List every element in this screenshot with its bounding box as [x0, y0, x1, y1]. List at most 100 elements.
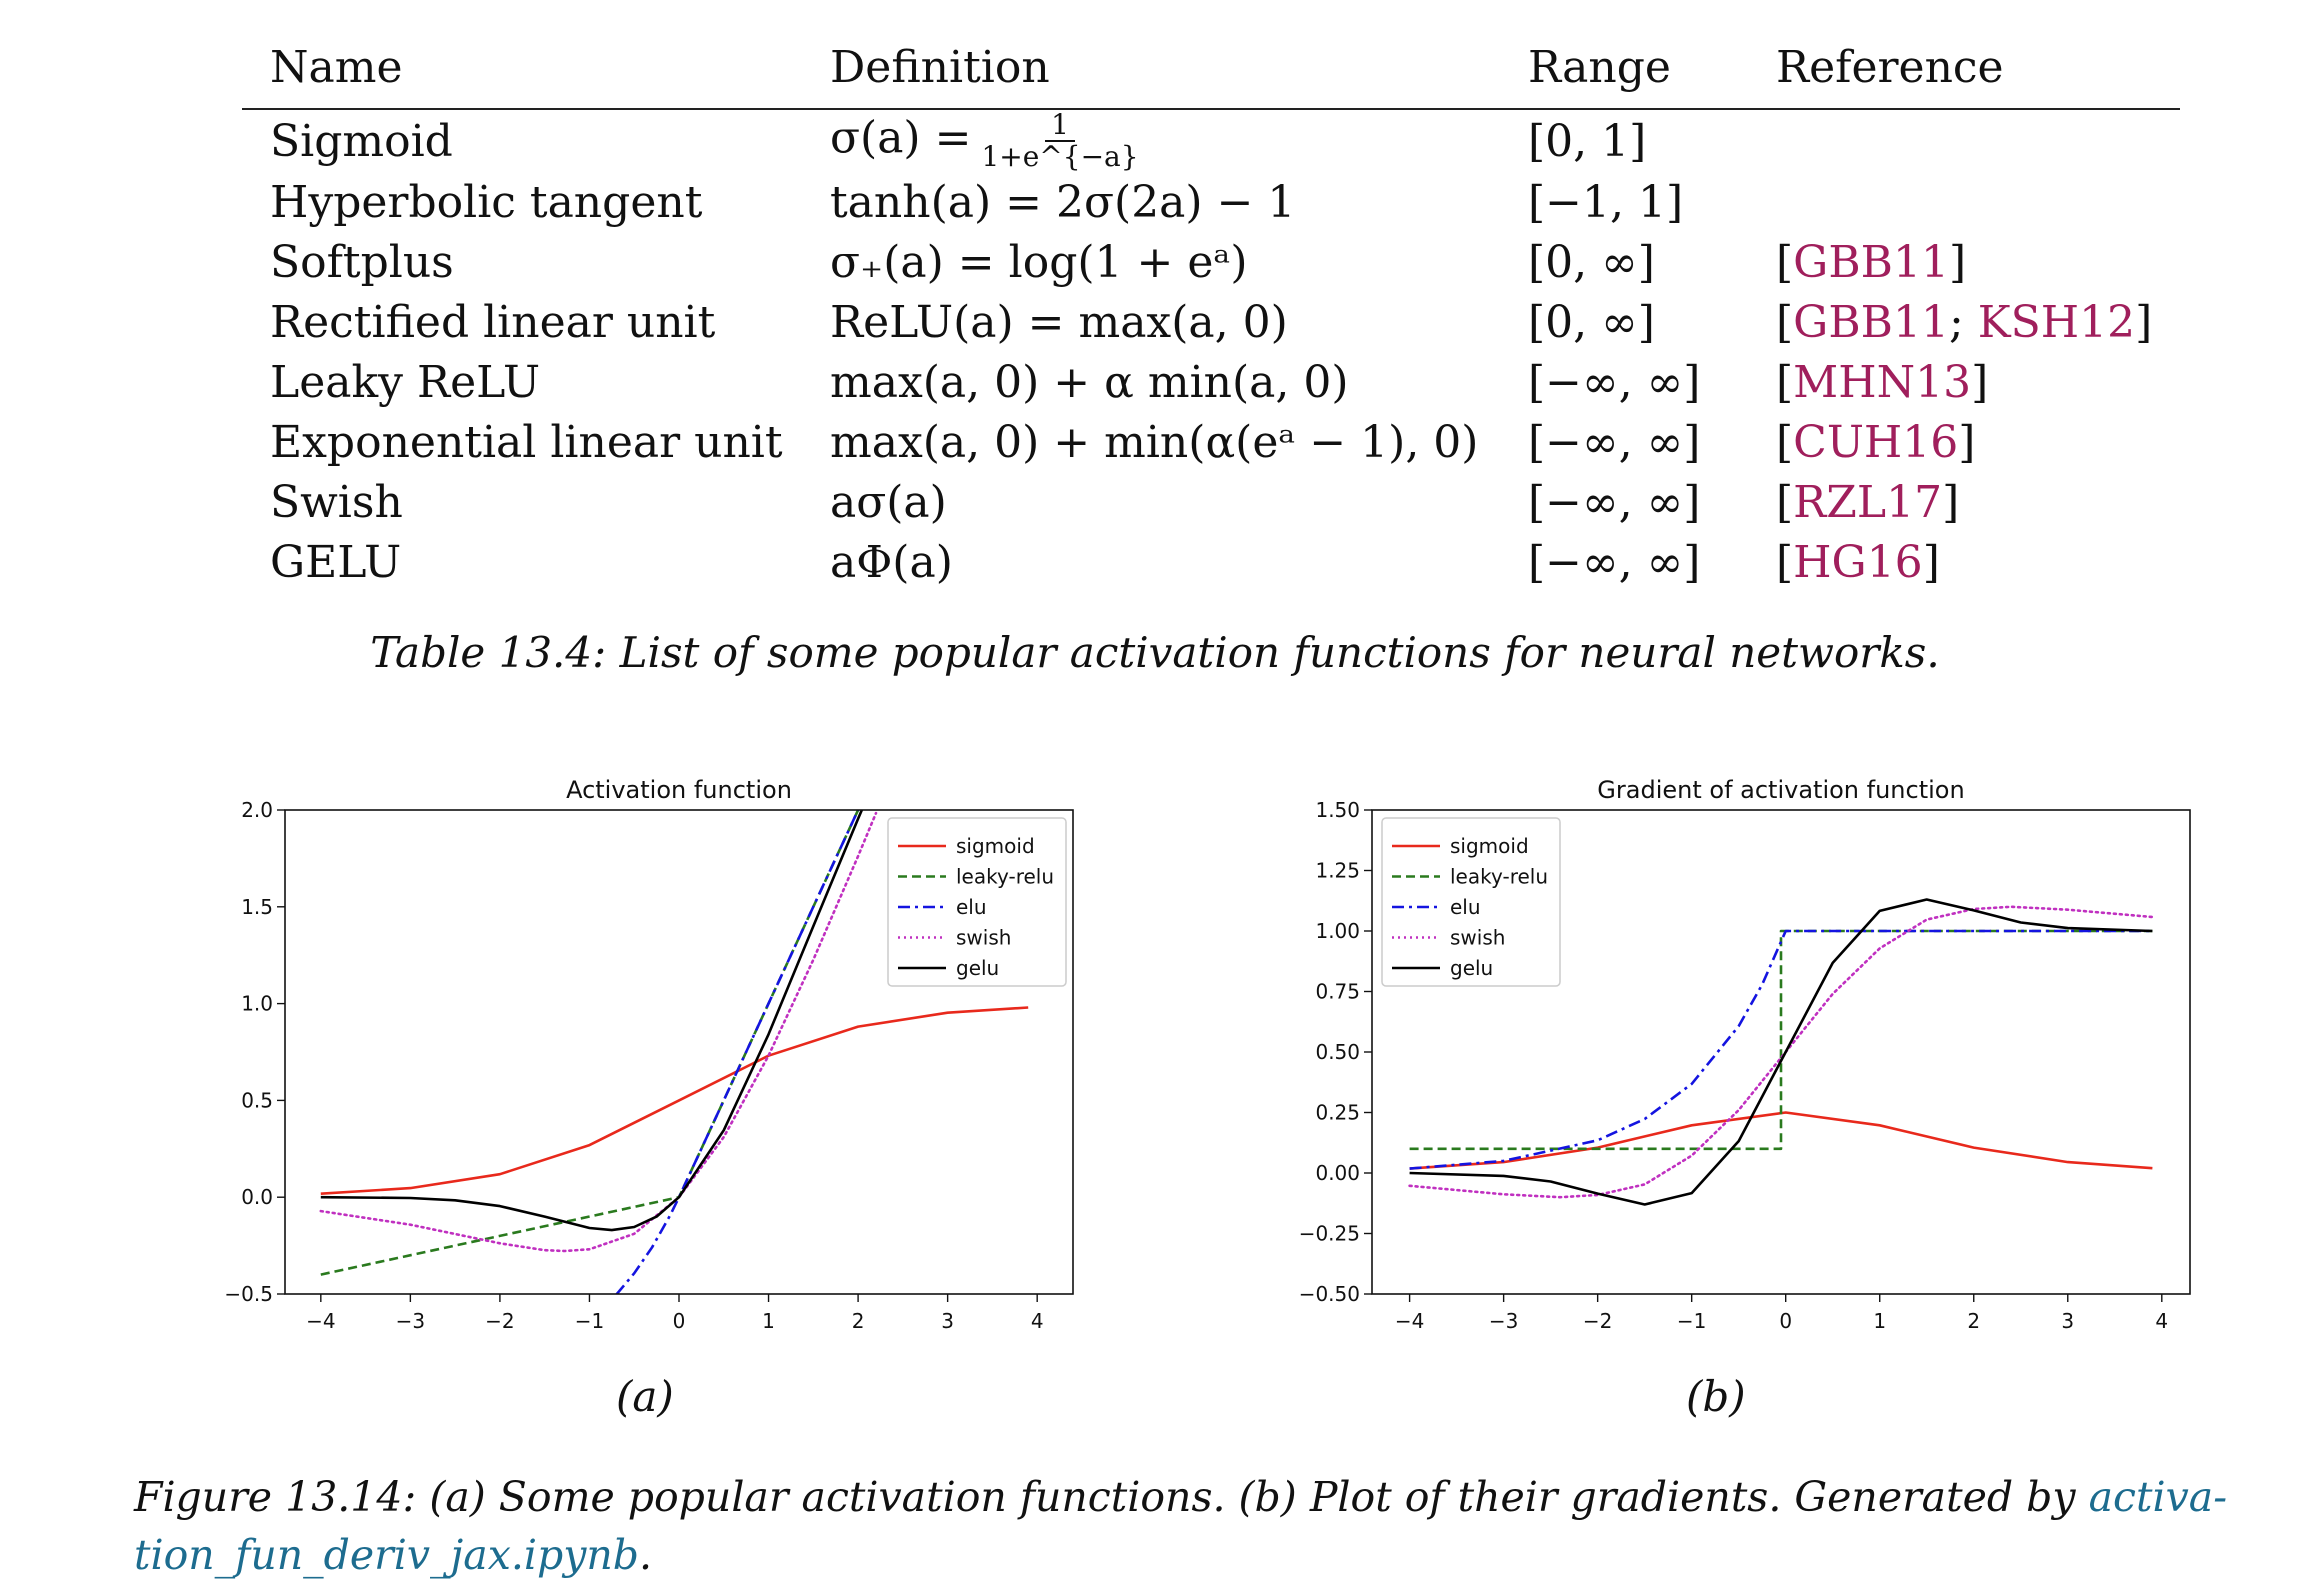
series-line-gelu [320, 810, 864, 1232]
row-reference [1776, 109, 2180, 172]
fraction: 1 1+e^{−a} [981, 110, 1138, 172]
y-tick-label: −0.25 [1299, 1222, 1360, 1246]
bracket: ] [2135, 296, 2153, 348]
bracket: ] [1942, 476, 1960, 528]
table-caption: Table 13.4: List of some popular activat… [370, 628, 1940, 677]
legend-label: gelu [956, 956, 999, 980]
row-definition: ReLU(a) = max(a, 0) [830, 292, 1528, 352]
x-tick-label: 1 [1873, 1309, 1886, 1333]
bracket: [ [1776, 236, 1794, 288]
legend-label: sigmoid [1450, 834, 1529, 858]
bracket: ] [1971, 356, 1989, 408]
row-definition: max(a, 0) + α min(a, 0) [830, 352, 1528, 412]
y-tick-label: 0.00 [1315, 1161, 1360, 1185]
legend-box [887, 817, 1067, 987]
x-tick-label: 2 [852, 1309, 865, 1333]
definition-text: tanh(a) = 2σ(2a) − 1 [830, 176, 1296, 228]
y-tick-label: 0.0 [241, 1185, 273, 1209]
x-tick-label: −4 [1395, 1309, 1424, 1333]
row-range: [−∞, ∞] [1528, 536, 1701, 588]
citation-link[interactable]: GBB11 [1793, 236, 1949, 288]
citation-link[interactable]: GBB11 [1793, 296, 1949, 348]
row-definition: aσ(a) [830, 472, 1528, 532]
legend-label: leaky-relu [1450, 865, 1548, 889]
fraction-denominator: 1+e^{−a} [981, 140, 1139, 173]
legend-box [1381, 817, 1561, 987]
ref-separator: ; [1948, 296, 1978, 348]
x-tick-label: −2 [1583, 1309, 1612, 1333]
sublabel-a: (a) [616, 1372, 674, 1421]
x-tick-label: 1 [762, 1309, 775, 1333]
table-row: Swish aσ(a) [−∞, ∞] [RZL17] [242, 472, 2180, 532]
citation-link[interactable]: RZL17 [1793, 476, 1943, 528]
notebook-link-part1[interactable]: activa- [2088, 1473, 2228, 1521]
legend-label: elu [1450, 895, 1481, 919]
definition-text: σ₊(a) = log(1 + eᵃ) [830, 236, 1248, 288]
row-reference: [GBB11] [1776, 232, 2180, 292]
row-name: Hyperbolic tangent [270, 176, 703, 228]
series-line-sigmoid [1409, 1111, 2153, 1170]
y-tick-label: 1.50 [1315, 798, 1360, 822]
y-tick-label: 0.5 [241, 1088, 273, 1112]
table-row: Exponential linear unit max(a, 0) + min(α… [242, 412, 2180, 472]
legend: sigmoid leaky-relu elu swish gelu [887, 817, 1067, 987]
row-name: Swish [270, 476, 403, 528]
header-definition: Definition [830, 41, 1050, 93]
row-definition: tanh(a) = 2σ(2a) − 1 [830, 172, 1528, 232]
legend-label: swish [956, 926, 1011, 950]
series-line-sigmoid [320, 1006, 1029, 1195]
series-line-swish [319, 811, 878, 1253]
table-header-row: Name Definition Range Reference [242, 36, 2180, 109]
citation-link[interactable]: KSH12 [1977, 296, 2136, 348]
row-range: [−∞, ∞] [1528, 356, 1701, 408]
x-tick-label: 3 [941, 1309, 954, 1333]
definition-text: aΦ(a) [830, 536, 953, 588]
figure-caption-text: Figure 13.14: (a) Some popular activatio… [134, 1473, 2089, 1521]
bracket: [ [1776, 416, 1794, 468]
row-reference [1776, 172, 2180, 232]
series-line-leaky-relu [320, 810, 860, 1276]
legend-label: gelu [1450, 956, 1493, 980]
y-tick-label: −0.50 [1299, 1282, 1360, 1306]
y-tick-label: −0.5 [224, 1282, 273, 1306]
row-definition: σ₊(a) = log(1 + eᵃ) [830, 232, 1528, 292]
y-tick-label: 1.0 [241, 992, 273, 1016]
series-line-elu [615, 810, 860, 1294]
citation-link[interactable]: MHN13 [1793, 356, 1972, 408]
bracket: ] [1958, 416, 1976, 468]
legend-label: leaky-relu [956, 865, 1054, 889]
row-reference: [GBB11; KSH12] [1776, 292, 2180, 352]
table-row: Rectified linear unit ReLU(a) = max(a, 0)… [242, 292, 2180, 352]
definition-text: max(a, 0) + min(α(eᵃ − 1), 0) [830, 416, 1479, 468]
chart-gradient: Gradient of activation function −4 −3 −2 −1 0… [1250, 762, 2250, 1346]
row-reference: [HG16] [1776, 532, 2180, 592]
series-line-leaky-relu [1409, 929, 2153, 1151]
fraction-numerator: 1 [1045, 110, 1075, 142]
y-tick-label: 0.75 [1315, 980, 1360, 1004]
y-tick-label: 1.25 [1315, 859, 1360, 883]
x-tick-label: −1 [1677, 1309, 1706, 1333]
row-name: Rectified linear unit [270, 296, 716, 348]
row-range: [−1, 1] [1528, 176, 1684, 228]
table-row: Leaky ReLU max(a, 0) + α min(a, 0) [−∞, ∞]… [242, 352, 2180, 412]
notebook-link-part2[interactable]: tion_fun_deriv_jax.ipynb [134, 1531, 640, 1579]
activation-table: Name Definition Range Reference Sigmoid σ… [242, 36, 2180, 592]
legend-label: sigmoid [956, 834, 1035, 858]
x-tick-label: 0 [673, 1309, 686, 1333]
citation-link[interactable]: CUH16 [1793, 416, 1959, 468]
bracket: [ [1776, 476, 1794, 528]
header-range: Range [1528, 41, 1671, 93]
table-row: GELU aΦ(a) [−∞, ∞] [HG16] [242, 532, 2180, 592]
chart-title: Gradient of activation function [1597, 776, 1964, 804]
x-tick-label: −3 [396, 1309, 425, 1333]
row-reference: [MHN13] [1776, 352, 2180, 412]
header-reference: Reference [1776, 41, 2004, 93]
chart-activation: Activation function −4 −3 −2 −1 0 1 2 3 4 −0.5 0.0 0… [170, 762, 1100, 1346]
plot-area [319, 810, 1029, 1294]
citation-link[interactable]: HG16 [1793, 536, 1923, 588]
bracket: ] [1922, 536, 1940, 588]
row-reference: [RZL17] [1776, 472, 2180, 532]
chart-activation-svg: Activation function −4 −3 −2 −1 0 1 2 3 4 −0.5 0.0 0… [224, 776, 1074, 1333]
sublabel-b: (b) [1686, 1372, 1746, 1421]
row-range: [0, ∞] [1528, 236, 1655, 288]
